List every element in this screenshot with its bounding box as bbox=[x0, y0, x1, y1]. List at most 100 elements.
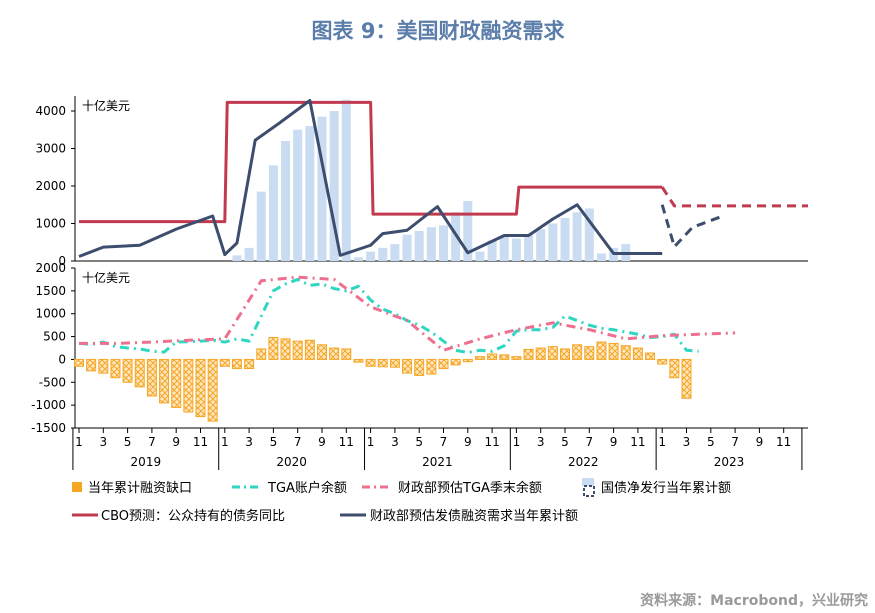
issuance-bar bbox=[487, 240, 497, 261]
issuance-bar bbox=[402, 234, 412, 261]
funding-gap-bar bbox=[207, 358, 218, 422]
issuance-bar bbox=[305, 126, 315, 261]
year-label: 2021 bbox=[422, 455, 453, 469]
x-tick-label: 11 bbox=[630, 435, 645, 449]
legend-swatch-gap bbox=[72, 482, 82, 492]
funding-gap-bar bbox=[329, 347, 340, 360]
bottom-y-tick-label: 1500 bbox=[35, 284, 66, 298]
issuance-bar bbox=[548, 223, 558, 261]
funding-gap-bar bbox=[572, 344, 583, 360]
funding-gap-bar bbox=[450, 358, 461, 366]
legend-swatch-issuance bbox=[582, 478, 594, 486]
bottom-y-tick-label: 0 bbox=[58, 352, 66, 366]
bottom-panel: 十亿美元 -1500 -1000 -500 0 500 1000 1500 2000 bbox=[31, 261, 808, 435]
issuance-bar bbox=[268, 165, 278, 261]
funding-gap-bar bbox=[171, 358, 182, 408]
x-tick-label: 3 bbox=[683, 435, 691, 449]
issuance-bar bbox=[293, 129, 303, 261]
issuance-bar bbox=[426, 227, 436, 261]
funding-gap-bar bbox=[377, 358, 388, 368]
legend-item-funding-need: 财政部预估发债融资需求当年累计额 bbox=[340, 508, 578, 524]
x-tick-label: 9 bbox=[318, 435, 326, 449]
top-y-tick-label: 3000 bbox=[35, 142, 66, 156]
x-tick-label: 11 bbox=[193, 435, 208, 449]
funding-gap-bar bbox=[657, 358, 668, 365]
forecast-line bbox=[660, 204, 724, 249]
x-tick-label: 9 bbox=[464, 435, 472, 449]
x-tick-label: 7 bbox=[294, 435, 302, 449]
legend-item-gap: 当年累计融资缺口 bbox=[72, 481, 192, 496]
legend-label-gap: 当年累计融资缺口 bbox=[88, 481, 192, 496]
year-label: 2023 bbox=[714, 455, 745, 469]
bottom-y-ticks: -1500 -1000 -500 0 500 1000 1500 2000 bbox=[31, 261, 75, 435]
x-tick-label: 3 bbox=[99, 435, 107, 449]
series-line bbox=[78, 277, 699, 355]
funding-gap-bar bbox=[523, 348, 534, 360]
issuance-bar bbox=[366, 251, 376, 261]
chart-title: 图表 9：美国财政融资需求 bbox=[312, 19, 565, 43]
x-tick-label: 5 bbox=[561, 435, 569, 449]
top-y-tick-label: 1000 bbox=[35, 217, 66, 231]
funding-gap-bar bbox=[341, 348, 352, 360]
funding-gap-bar bbox=[159, 358, 170, 404]
series-line bbox=[79, 275, 736, 352]
funding-gap-bar bbox=[596, 341, 607, 360]
bottom-bars bbox=[74, 336, 692, 422]
funding-gap-bar bbox=[438, 358, 449, 370]
funding-gap-bar bbox=[353, 358, 364, 363]
source-note: 资料来源：Macrobond，兴业研究 bbox=[640, 592, 868, 609]
funding-gap-bar bbox=[98, 358, 109, 374]
issuance-bar bbox=[439, 225, 448, 261]
legend-swatch-issuance-forecast bbox=[583, 485, 595, 497]
x-tick-label: 9 bbox=[756, 435, 764, 449]
x-tick-label: 1 bbox=[513, 435, 521, 449]
issuance-bar bbox=[390, 244, 400, 261]
series-line bbox=[78, 99, 663, 258]
x-tick-label: 7 bbox=[731, 435, 739, 449]
funding-gap-bar bbox=[584, 346, 595, 360]
issuance-bar bbox=[244, 247, 254, 261]
funding-gap-bar bbox=[86, 358, 97, 372]
legend-item-issuance: 国债净发行当年累计额 bbox=[582, 478, 731, 497]
legend-label-tga-forecast: 财政部预估TGA季末余额 bbox=[398, 480, 542, 496]
x-tick-label: 1 bbox=[367, 435, 375, 449]
x-axis-ticks: 1 3 5 7 9 11 1 3 5 7 9 11 1 3 5 7 9 11 1 3 5 7 9 11 1 3 5 7 9 11 bbox=[75, 428, 791, 449]
funding-gap-bar bbox=[462, 358, 473, 363]
legend-label-cbo: CBO预测：公众持有的债务同比 bbox=[101, 508, 285, 524]
funding-gap-bar bbox=[292, 340, 303, 360]
x-tick-label: 5 bbox=[124, 435, 132, 449]
issuance-bar bbox=[572, 212, 582, 261]
top-unit-label: 十亿美元 bbox=[82, 98, 130, 113]
x-tick-label: 9 bbox=[610, 435, 618, 449]
funding-gap-bar bbox=[74, 358, 84, 367]
x-tick-label: 1 bbox=[658, 435, 666, 449]
year-label: 2020 bbox=[276, 455, 307, 469]
funding-gap-bar bbox=[645, 352, 656, 360]
top-lines bbox=[78, 99, 808, 258]
top-y-tick-label: 2000 bbox=[35, 179, 66, 193]
funding-gap-bar bbox=[560, 348, 570, 360]
x-tick-label: 1 bbox=[75, 435, 83, 449]
funding-gap-bar bbox=[402, 358, 413, 374]
top-y-ticks: 0 1000 2000 3000 4000 bbox=[35, 104, 75, 268]
funding-gap-bar bbox=[110, 358, 121, 379]
bottom-y-tick-label: -1500 bbox=[31, 421, 66, 435]
x-tick-label: 5 bbox=[415, 435, 423, 449]
funding-gap-bar bbox=[280, 338, 291, 360]
bottom-y-tick-label: 1000 bbox=[35, 307, 66, 321]
x-tick-label: 7 bbox=[148, 435, 156, 449]
funding-gap-bar bbox=[389, 358, 400, 368]
funding-gap-bar bbox=[535, 347, 546, 360]
legend-label-tga: TGA账户余额 bbox=[267, 480, 347, 496]
issuance-bar bbox=[317, 116, 327, 261]
funding-gap-bar bbox=[426, 358, 437, 375]
issuance-bar bbox=[596, 253, 606, 261]
x-tick-label: 11 bbox=[484, 435, 499, 449]
issuance-bar bbox=[378, 247, 388, 261]
issuance-bar bbox=[281, 141, 291, 261]
year-label: 2022 bbox=[568, 455, 599, 469]
funding-gap-bar bbox=[219, 358, 230, 367]
bottom-y-tick-label: 500 bbox=[43, 330, 66, 344]
issuance-bar bbox=[341, 99, 351, 261]
